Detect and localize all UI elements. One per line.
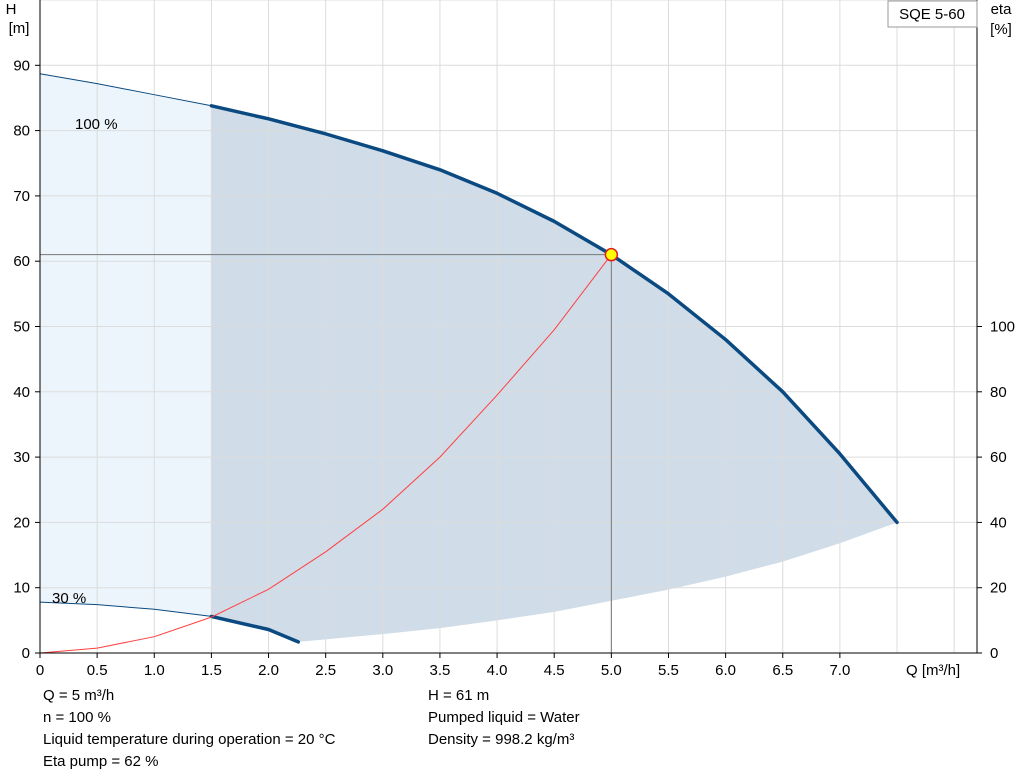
x-tick-label: 7.0 [829, 662, 850, 679]
y-left-tick-label: 40 [13, 384, 30, 401]
low-flow-region [40, 73, 212, 617]
x-tick-label: 0.5 [87, 662, 108, 679]
y-right-tick-label: 80 [990, 384, 1007, 401]
y-left-tick-label: 90 [13, 57, 30, 74]
grid-lines [39, 0, 977, 654]
y-left-tick-label: 30 [13, 449, 30, 466]
series-label-100: 100 % [75, 116, 118, 133]
operating-info-right: H = 61 m Pumped liquid = Water Density =… [428, 685, 580, 751]
x-tick-label: 3.0 [372, 662, 393, 679]
product-label: SQE 5-60 [899, 6, 965, 23]
x-tick-label: 1.5 [201, 662, 222, 679]
axis-marks: 0 0.5 1.0 1.5 2.0 2.5 3.0 3.5 4.0 4.5 5.0 5.5 6.0 6.5… [13, 0, 1015, 679]
curve-100-percent-low-flow [39, 73, 212, 107]
x-tick-label: 2.0 [258, 662, 279, 679]
info-liquid-temperature: Liquid temperature during operation = 20… [43, 731, 336, 748]
y-left-tick-label: 50 [13, 319, 30, 336]
info-flow: Q = 5 m³/h [43, 687, 115, 704]
y-left-tick-label: 70 [13, 188, 30, 205]
x-tick-label: 5.5 [658, 662, 679, 679]
y-right-tick-label: 40 [990, 514, 1007, 531]
y-left-tick-label: 0 [22, 645, 30, 662]
y-right-label-unit: [%] [990, 21, 1012, 38]
y-left-tick-label: 60 [13, 253, 30, 270]
x-axis-label: Q [m³/h] [906, 662, 960, 679]
y-left-tick-label: 10 [13, 580, 30, 597]
info-speed: n = 100 % [43, 709, 111, 726]
info-pumped-liquid: Pumped liquid = Water [428, 709, 580, 726]
y-left-tick-label: 80 [13, 123, 30, 140]
curve-30-percent [209, 614, 300, 644]
x-tick-label: 4.0 [487, 662, 508, 679]
y-left-label-unit: [m] [9, 20, 30, 37]
curve-100-percent [209, 104, 899, 525]
curves [39, 73, 899, 654]
info-eta-pump: Eta pump = 62 % [43, 753, 159, 770]
curve-30-percent-low-flow [39, 601, 212, 617]
info-density: Density = 998.2 kg/m³ [428, 731, 575, 748]
y-right-tick-label: 100 [990, 319, 1015, 336]
y-left-label-symbol: H [6, 1, 17, 18]
x-tick-label: 0 [36, 662, 44, 679]
series-label-30: 30 % [52, 590, 86, 607]
y-left-tick-label: 20 [13, 514, 30, 531]
x-tick-label: 6.5 [772, 662, 793, 679]
product-label-box [887, 0, 978, 28]
x-tick-label: 3.5 [430, 662, 451, 679]
y-right-tick-label: 0 [990, 645, 998, 662]
pump-performance-chart: 0 0.5 1.0 1.5 2.0 2.5 3.0 3.5 4.0 4.5 5.0 5.5 6.0 6.5… [6, 0, 1015, 679]
x-tick-label: 1.0 [144, 662, 165, 679]
y-right-tick-label: 60 [990, 449, 1007, 466]
curve-eta-pump [39, 254, 612, 654]
x-tick-label: 6.0 [715, 662, 736, 679]
operating-info-left: Q = 5 m³/h n = 100 % Liquid temperature … [43, 685, 335, 773]
operating-range-fills [40, 73, 898, 642]
y-right-tick-label: 20 [990, 580, 1007, 597]
info-head: H = 61 m [428, 687, 490, 704]
x-tick-label: 2.5 [315, 662, 336, 679]
duty-point-marker [604, 247, 619, 262]
y-right-label-symbol: eta [991, 1, 1013, 18]
x-tick-label: 5.0 [601, 662, 622, 679]
x-tick-label: 4.5 [544, 662, 565, 679]
